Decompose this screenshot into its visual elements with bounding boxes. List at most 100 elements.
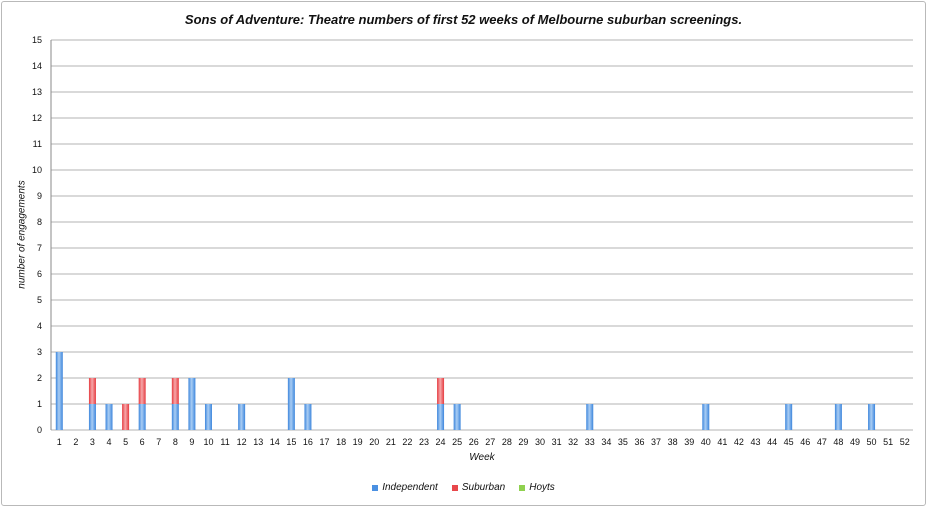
bars bbox=[55, 352, 876, 430]
x-tick-label: 48 bbox=[833, 437, 843, 447]
x-tick-label: 20 bbox=[369, 437, 379, 447]
x-tick-label: 37 bbox=[651, 437, 661, 447]
bar-independent-week-9 bbox=[188, 378, 196, 430]
x-tick-label: 26 bbox=[469, 437, 479, 447]
bar-suburban-week-6 bbox=[138, 378, 146, 404]
bar-independent-week-10 bbox=[204, 404, 212, 430]
x-tick-label: 6 bbox=[140, 437, 145, 447]
bar-independent-week-40 bbox=[702, 404, 710, 430]
x-tick-label: 34 bbox=[601, 437, 611, 447]
x-tick-label: 7 bbox=[156, 437, 161, 447]
x-tick-label: 8 bbox=[173, 437, 178, 447]
x-tick-label: 9 bbox=[189, 437, 194, 447]
x-tick-label: 32 bbox=[568, 437, 578, 447]
x-tick-label: 16 bbox=[303, 437, 313, 447]
y-tick-label: 1 bbox=[37, 399, 42, 409]
y-tick-label: 13 bbox=[32, 87, 42, 97]
x-tick-label: 12 bbox=[237, 437, 247, 447]
x-tick-label: 4 bbox=[107, 437, 112, 447]
y-tick-label: 10 bbox=[32, 165, 42, 175]
x-tick-label: 17 bbox=[320, 437, 330, 447]
x-tick-label: 27 bbox=[485, 437, 495, 447]
x-tick-label: 49 bbox=[850, 437, 860, 447]
x-tick-label: 43 bbox=[751, 437, 761, 447]
y-tick-label: 4 bbox=[37, 321, 42, 331]
bar-suburban-week-3 bbox=[88, 378, 96, 404]
x-tick-label: 28 bbox=[502, 437, 512, 447]
bar-suburban-week-8 bbox=[171, 378, 179, 404]
legend-swatch bbox=[372, 484, 379, 491]
bar-independent-week-25 bbox=[453, 404, 461, 430]
x-tick-label: 25 bbox=[452, 437, 462, 447]
y-tick-label: 14 bbox=[32, 61, 42, 71]
y-tick-label: 8 bbox=[37, 217, 42, 227]
legend-item-independent: Independent bbox=[372, 482, 438, 493]
x-tick-label: 13 bbox=[253, 437, 263, 447]
x-tick-label: 35 bbox=[618, 437, 628, 447]
bar-independent-week-33 bbox=[586, 404, 594, 430]
bar-suburban-week-5 bbox=[122, 404, 130, 430]
x-tick-label: 15 bbox=[286, 437, 296, 447]
x-tick-label: 36 bbox=[634, 437, 644, 447]
x-tick-label: 18 bbox=[336, 437, 346, 447]
y-tick-label: 9 bbox=[37, 191, 42, 201]
x-tick-label: 11 bbox=[220, 437, 229, 447]
bar-independent-week-16 bbox=[304, 404, 312, 430]
bar-suburban-week-24 bbox=[437, 378, 445, 404]
chart-title: Sons of Adventure: Theatre numbers of fi… bbox=[184, 12, 743, 27]
legend-label: Suburban bbox=[461, 482, 506, 493]
x-tick-label: 19 bbox=[353, 437, 363, 447]
x-tick-label: 50 bbox=[867, 437, 877, 447]
legend-item-hoyts: Hoyts bbox=[519, 482, 555, 493]
x-tick-label: 31 bbox=[552, 437, 562, 447]
x-tick-label: 3 bbox=[90, 437, 95, 447]
x-tick-label: 23 bbox=[419, 437, 429, 447]
x-tick-label: 38 bbox=[668, 437, 678, 447]
legend-label: Independent bbox=[382, 482, 438, 493]
bar-independent-week-48 bbox=[834, 404, 842, 430]
bar-independent-week-45 bbox=[785, 404, 793, 430]
y-tick-label: 5 bbox=[37, 295, 42, 305]
x-tick-label: 24 bbox=[436, 437, 446, 447]
x-tick-label: 46 bbox=[800, 437, 810, 447]
bar-independent-week-8 bbox=[171, 404, 179, 430]
x-tick-label: 41 bbox=[717, 437, 727, 447]
x-tick-label: 51 bbox=[883, 437, 893, 447]
bar-independent-week-15 bbox=[287, 378, 295, 430]
x-tick-label: 40 bbox=[701, 437, 711, 447]
bar-independent-week-3 bbox=[88, 404, 96, 430]
y-tick-label: 3 bbox=[37, 347, 42, 357]
x-tick-label: 52 bbox=[900, 437, 910, 447]
y-tick-label: 6 bbox=[37, 269, 42, 279]
y-tick-label: 0 bbox=[37, 425, 42, 435]
legend-swatch bbox=[519, 484, 526, 491]
bar-independent-week-50 bbox=[868, 404, 876, 430]
y-tick-label: 12 bbox=[32, 113, 42, 123]
legend-swatch bbox=[451, 484, 458, 491]
x-tick-label: 39 bbox=[684, 437, 694, 447]
x-tick-label: 29 bbox=[518, 437, 528, 447]
x-axis-label: Week bbox=[469, 452, 495, 463]
y-tick-label: 15 bbox=[32, 35, 42, 45]
x-tick-label: 21 bbox=[386, 437, 396, 447]
y-tick-label: 7 bbox=[37, 243, 42, 253]
x-tick-label: 44 bbox=[767, 437, 777, 447]
x-tick-label: 14 bbox=[270, 437, 280, 447]
x-tick-label: 1 bbox=[57, 437, 62, 447]
x-tick-label: 42 bbox=[734, 437, 744, 447]
legend-label: Hoyts bbox=[529, 482, 555, 493]
x-tick-label: 33 bbox=[585, 437, 595, 447]
x-tick-label: 45 bbox=[784, 437, 794, 447]
x-tick-label: 2 bbox=[73, 437, 78, 447]
legend-item-suburban: Suburban bbox=[451, 482, 506, 493]
legend: Independent Suburban Hoyts bbox=[0, 482, 927, 493]
x-tick-label: 22 bbox=[402, 437, 412, 447]
bar-independent-week-6 bbox=[138, 404, 146, 430]
bar-independent-week-12 bbox=[238, 404, 246, 430]
x-tick-label: 47 bbox=[817, 437, 827, 447]
x-tick-label: 30 bbox=[535, 437, 545, 447]
bar-independent-week-4 bbox=[105, 404, 113, 430]
